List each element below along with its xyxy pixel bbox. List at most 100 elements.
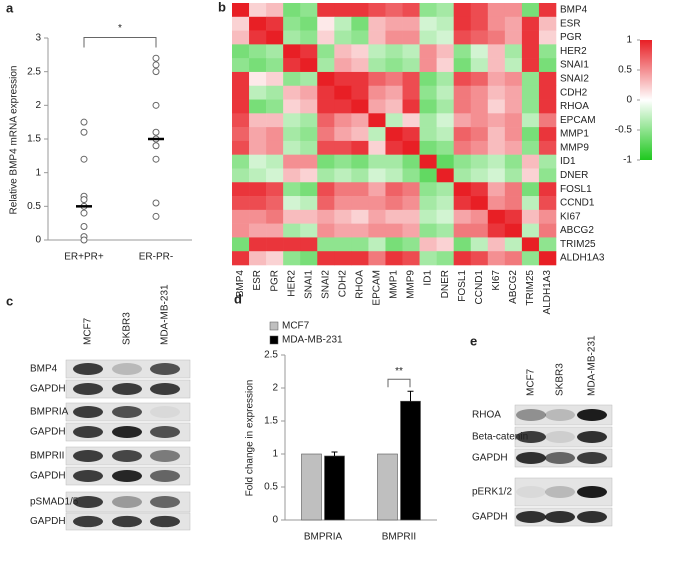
heatmap-cell [521, 58, 540, 73]
heatmap-cell [487, 44, 506, 59]
blot-band [545, 431, 575, 443]
heatmap-cell [402, 168, 420, 183]
heatmap-cell [436, 71, 454, 87]
heatmap-cell [487, 154, 506, 169]
heatmap-cell [538, 113, 557, 128]
y-axis-label: Relative BMP4 mRNA expression [9, 66, 20, 215]
row-label: GAPDH [30, 384, 66, 395]
heatmap-cell [385, 182, 403, 197]
heatmap-cell [538, 99, 557, 114]
heatmap-cell [538, 30, 557, 45]
heatmap-cell [436, 196, 454, 211]
blot-band [577, 486, 607, 498]
heatmap-cell [470, 71, 489, 87]
heatmap-cell [249, 154, 267, 169]
heatmap-cell [470, 16, 489, 31]
colorbar [640, 40, 652, 160]
heatmap-cell [351, 251, 369, 266]
column-label: CDH2 [337, 270, 348, 298]
y-tick-label: 3 [35, 33, 41, 44]
heatmap-cell [521, 223, 540, 238]
heatmap-cell [521, 113, 540, 128]
blot-band [150, 450, 180, 462]
heatmap-cell [317, 16, 335, 31]
heatmap-cell [521, 127, 540, 142]
heatmap-cell [249, 182, 267, 197]
heatmap-cell [402, 16, 420, 31]
heatmap-cell [470, 99, 489, 114]
heatmap-cell [538, 223, 557, 238]
colorbar-tick-label: 0.5 [618, 65, 632, 76]
heatmap-cell [232, 113, 250, 128]
heatmap-cell [487, 99, 506, 114]
heatmap-cell [470, 196, 489, 211]
blot-band [150, 470, 180, 482]
x-tick-label: ER-PR- [139, 252, 173, 263]
heatmap-cell [521, 209, 540, 224]
heatmap-cell [487, 168, 506, 183]
heatmap-cell [266, 127, 284, 142]
heatmap-cell [368, 99, 386, 114]
heatmap-cell [385, 30, 403, 45]
heatmap-cell [504, 127, 523, 142]
blot-band [577, 431, 607, 443]
heatmap-cell [317, 99, 335, 114]
blot-band [112, 406, 142, 418]
heatmap-cell [521, 3, 540, 18]
heatmap-cell [402, 113, 420, 128]
heatmap-cell [385, 113, 403, 128]
column-label: ESR [252, 270, 263, 291]
column-label: FOSL1 [457, 270, 468, 302]
heatmap-cell [317, 113, 335, 128]
y-tick-label: 0.5 [264, 482, 278, 493]
lane-label: MCF7 [83, 317, 94, 345]
heatmap-cell [334, 85, 352, 100]
column-label: ID1 [423, 270, 434, 286]
heatmap-cell [436, 140, 454, 155]
heatmap-cell [351, 30, 369, 45]
heatmap-cell [385, 71, 403, 87]
row-label: KI67 [560, 211, 581, 222]
heatmap-cell [470, 140, 489, 155]
heatmap-cell [283, 16, 301, 31]
data-point [80, 128, 88, 136]
heatmap-cell [402, 99, 420, 114]
heatmap-cell [436, 251, 454, 266]
row-label: BMPRIA [30, 407, 69, 418]
heatmap-cell [504, 209, 523, 224]
y-tick-label: 0 [272, 515, 278, 526]
row-label: DNER [560, 170, 588, 181]
heatmap-cell [385, 99, 403, 114]
heatmap-cell [538, 168, 557, 183]
heatmap-cell [470, 30, 489, 45]
heatmap-cell [487, 209, 506, 224]
heatmap-cell [504, 154, 523, 169]
heatmap-cell [487, 3, 506, 18]
heatmap-cell [487, 85, 506, 100]
heatmap-cell [317, 251, 335, 266]
heatmap-cell [266, 154, 284, 169]
column-label: SNAI1 [303, 270, 314, 299]
heatmap-cell [249, 3, 267, 18]
heatmap-cell [487, 196, 506, 211]
heatmap-cell [334, 3, 352, 18]
heatmap-cell [351, 85, 369, 100]
significance-label: ** [395, 366, 403, 377]
bar [301, 453, 322, 521]
heatmap-cell [283, 58, 301, 73]
heatmap-cell [300, 127, 318, 142]
heatmap-cell [232, 99, 250, 114]
blot-band [112, 470, 142, 482]
heatmap-cell [300, 251, 318, 266]
blot-band [112, 383, 142, 395]
heatmap-cell [453, 44, 472, 59]
heatmap-cell [334, 182, 352, 197]
heatmap-cell [453, 223, 472, 238]
heatmap-cell [436, 99, 454, 114]
blot-band [112, 496, 142, 508]
colorbar-tick-label: 0 [626, 95, 632, 106]
heatmap-cell [317, 168, 335, 183]
heatmap-cell [249, 127, 267, 142]
heatmap-cell [249, 113, 267, 128]
heatmap-cell [232, 127, 250, 142]
